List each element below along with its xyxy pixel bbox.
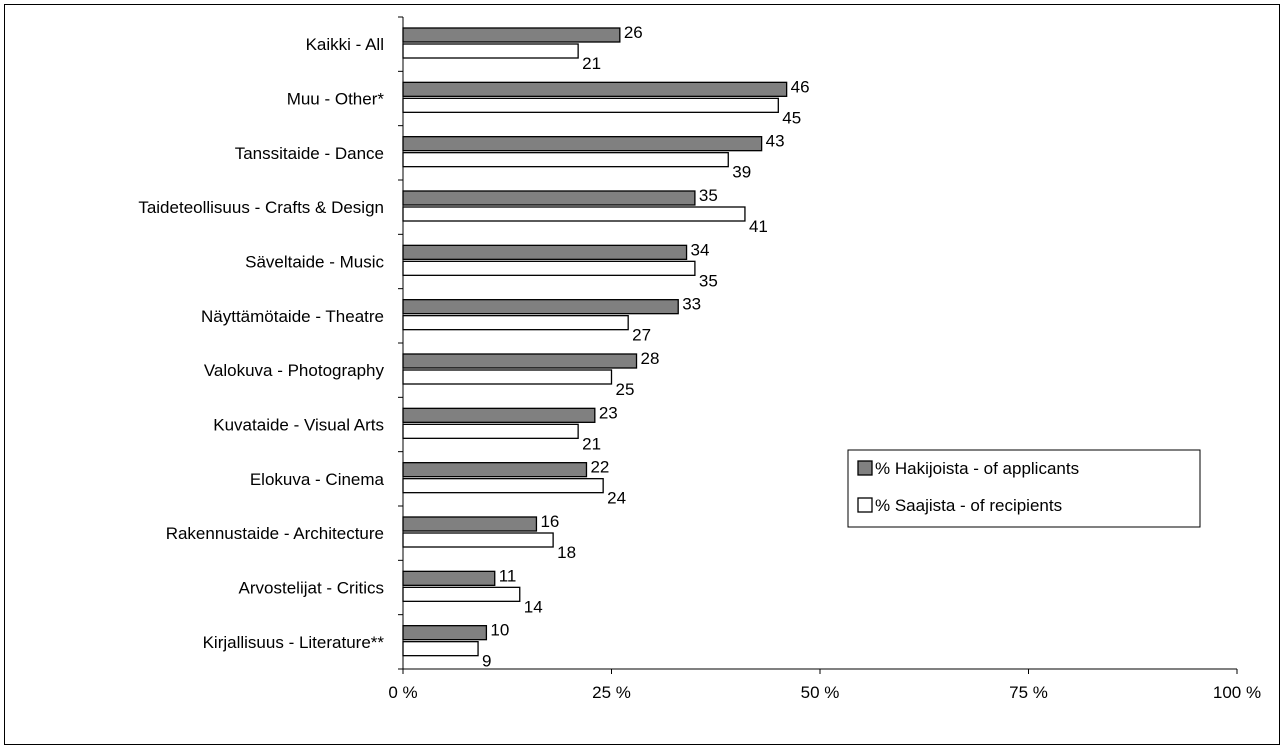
bar-applicants [402,136,763,152]
category-label: Arvostelijat - Critics [239,579,384,598]
category-label: Kirjallisuus - Literature** [203,633,385,652]
bar-recipients [402,260,696,276]
data-label-applicants: 46 [791,77,810,96]
bar-recipients [402,532,554,548]
bar-applicants [402,462,588,478]
x-tick-label: 25 % [592,683,631,702]
x-tick-label: 50 % [801,683,840,702]
data-label-recipients: 39 [732,163,751,182]
category-label: Säveltaide - Music [245,253,384,272]
x-tick-label: 100 % [1213,683,1261,702]
category-label: Rakennustaide - Architecture [166,524,384,543]
bar-applicants [402,570,496,586]
legend-swatch-recipients [857,497,873,513]
data-label-applicants: 16 [540,512,559,531]
legend-box [847,449,1201,528]
category-label: Taideteollisuus - Crafts & Design [138,198,384,217]
bar-recipients [402,641,479,657]
category-label: Kaikki - All [306,35,384,54]
bar-recipients [402,423,579,439]
bar-applicants [402,516,538,532]
data-label-applicants: 43 [766,132,785,151]
data-label-applicants: 34 [691,240,710,259]
data-label-recipients: 24 [607,489,626,508]
data-label-recipients: 27 [632,326,651,345]
category-label: Muu - Other* [287,90,385,109]
category-label: Valokuva - Photography [204,361,385,380]
bar-recipients [402,586,521,602]
legend-swatch-applicants [857,460,873,476]
data-label-recipients: 21 [582,434,601,453]
bar-recipients [402,478,604,494]
bar-applicants [402,81,788,97]
data-label-applicants: 28 [641,349,660,368]
bar-recipients [402,206,746,222]
bar-applicants [402,407,596,423]
data-label-applicants: 33 [682,295,701,314]
bar-recipients [402,43,579,59]
bar-applicants [402,299,679,315]
bar-applicants [402,190,696,206]
data-label-applicants: 11 [499,566,517,585]
bar-recipients [402,152,729,168]
bar-recipients [402,315,629,331]
data-label-applicants: 35 [699,186,718,205]
data-label-recipients: 35 [699,271,718,290]
bar-recipients [402,369,613,385]
data-label-applicants: 10 [490,621,509,640]
data-label-applicants: 22 [590,458,609,477]
bar-applicants [402,353,638,369]
category-label: Tanssitaide - Dance [235,144,384,163]
data-label-applicants: 26 [624,23,643,42]
bar-recipients [402,97,779,113]
data-label-recipients: 14 [524,597,543,616]
data-label-applicants: 23 [599,403,618,422]
data-label-recipients: 21 [582,54,601,73]
x-tick-label: 75 % [1009,683,1048,702]
bar-applicants [402,244,688,260]
category-label: Näyttämötaide - Theatre [201,307,384,326]
x-tick-label: 0 % [388,683,417,702]
legend-label-applicants: % Hakijoista - of applicants [875,459,1079,478]
bar-applicants [402,625,488,641]
legend-label-recipients: % Saajista - of recipients [875,496,1062,515]
data-label-recipients: 18 [557,543,576,562]
category-label: Elokuva - Cinema [250,470,385,489]
data-label-recipients: 45 [782,108,801,127]
bar-applicants [402,27,621,43]
category-label: Kuvataide - Visual Arts [213,416,384,435]
chart-frame [4,4,1280,745]
data-label-recipients: 41 [749,217,768,236]
data-label-recipients: 9 [482,652,491,671]
data-label-recipients: 25 [616,380,635,399]
